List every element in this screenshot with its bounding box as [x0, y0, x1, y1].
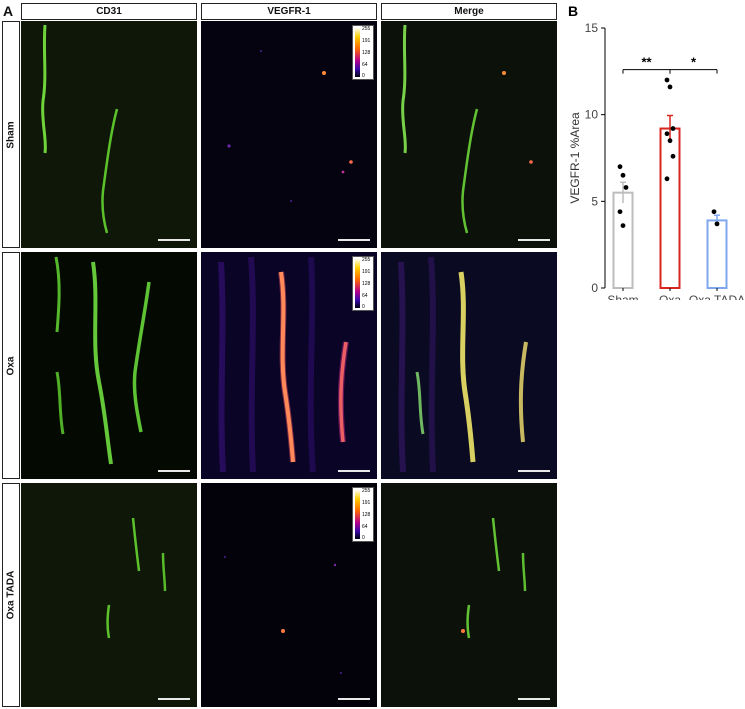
y-tick-label: 5: [591, 194, 598, 208]
sham-merge-vessels: [401, 24, 533, 234]
y-tick-label: 15: [585, 21, 599, 35]
colorbar-gradient: [355, 490, 360, 539]
colorbar: 255 191 128 64 0: [352, 487, 374, 542]
column-header-cd31: CD31: [21, 3, 197, 20]
y-axis-label: VEGFR-1 %Area: [568, 112, 582, 204]
colorbar-tick: 255: [362, 257, 371, 263]
colorbar-tick: 0: [362, 304, 365, 310]
scale-bar: [158, 239, 190, 241]
scale-bar: [518, 239, 550, 241]
micrograph-sham-vegfr1: 255 191 128 64 0: [201, 21, 377, 248]
bar: [706, 219, 728, 289]
scale-bar: [158, 698, 190, 700]
oxa-tada-vegfr1-signal: [224, 556, 342, 674]
data-point: [667, 84, 673, 90]
data-point: [670, 153, 676, 159]
column-header-vegfr1: VEGFR-1: [201, 3, 377, 20]
colorbar: 255 191 128 64 0: [352, 256, 374, 311]
scale-bar: [338, 698, 370, 700]
micrograph-oxa-tada-cd31: [21, 483, 197, 707]
micrograph-oxa-vegfr1: 255 191 128 64 0: [201, 252, 377, 479]
oxa-merge-signal: [398, 256, 528, 473]
significance-label: **: [641, 55, 652, 70]
colorbar-tick: 255: [362, 488, 371, 494]
panel-a-letter: A: [3, 3, 14, 19]
data-point: [667, 138, 673, 144]
significance-label: *: [691, 55, 697, 70]
colorbar-tick: 128: [362, 50, 371, 56]
scale-bar: [518, 698, 550, 700]
oxa-vegfr1-signal: [218, 256, 349, 473]
colorbar-gradient: [355, 28, 360, 77]
colorbar-tick: 255: [362, 26, 371, 32]
bar: [612, 191, 634, 290]
x-tick-label: Oxa: [659, 293, 681, 300]
y-tick-label: 0: [591, 281, 598, 295]
scale-bar: [338, 470, 370, 472]
scale-bar: [518, 470, 550, 472]
data-point: [711, 209, 717, 215]
oxa-tada-cd31-vessels: [106, 517, 167, 639]
row-header-sham: Sham: [2, 21, 20, 248]
scale-bar: [338, 239, 370, 241]
scale-bar: [158, 470, 190, 472]
data-point: [670, 126, 676, 131]
row-header-oxa-tada: Oxa TADA: [2, 483, 20, 707]
significance-annotations: ** *: [622, 55, 718, 74]
x-tick-label: Sham: [607, 293, 638, 300]
colorbar-tick: 0: [362, 535, 365, 541]
data-point: [620, 172, 626, 178]
micrograph-oxa-tada-merge: [381, 483, 557, 707]
data-point: [664, 176, 670, 182]
data-point: [617, 209, 623, 215]
data-point: [617, 164, 623, 170]
x-tick-labels: Sham Oxa Oxa TADA: [607, 288, 745, 300]
colorbar-tick: 191: [362, 269, 371, 275]
row-header-oxa: Oxa: [2, 252, 20, 479]
colorbar-tick: 0: [362, 73, 365, 79]
micrograph-oxa-merge: [381, 252, 557, 479]
data-point: [623, 185, 629, 190]
column-header-merge: Merge: [381, 3, 557, 20]
panel-b-letter: B: [568, 3, 578, 19]
colorbar-tick: 191: [362, 38, 371, 44]
colorbar-tick: 128: [362, 512, 371, 518]
micrograph-oxa-cd31: [21, 252, 197, 479]
colorbar-tick: 64: [362, 293, 368, 299]
data-point: [620, 223, 626, 229]
colorbar: 255 191 128 64 0: [352, 25, 374, 80]
bar: [659, 127, 681, 289]
y-ticks: 0 5 10 15: [585, 21, 605, 295]
micrograph-sham-cd31: [21, 21, 197, 248]
row-label-oxa: Oxa: [5, 356, 17, 375]
sham-cd31-vessels: [41, 24, 119, 234]
data-point: [714, 221, 720, 227]
colorbar-tick: 128: [362, 281, 371, 287]
micrograph-sham-merge: [381, 21, 557, 248]
oxa-tada-merge-vessels: [461, 517, 527, 639]
micrograph-oxa-tada-vegfr1: 255 191 128 64 0: [201, 483, 377, 707]
colorbar-gradient: [355, 259, 360, 308]
colorbar-tick: 64: [362, 62, 368, 68]
colorbar-tick: 191: [362, 500, 371, 506]
sham-vegfr1-signal: [227, 50, 353, 202]
data-point: [664, 131, 670, 137]
row-label-oxa-tada: Oxa TADA: [5, 570, 17, 620]
data-point: [664, 77, 670, 83]
x-tick-label: Oxa TADA: [689, 293, 745, 300]
row-label-sham: Sham: [5, 120, 17, 149]
oxa-cd31-vessels: [54, 256, 151, 465]
colorbar-tick: 64: [362, 524, 368, 530]
y-tick-label: 10: [585, 108, 599, 122]
bars: [612, 77, 728, 290]
